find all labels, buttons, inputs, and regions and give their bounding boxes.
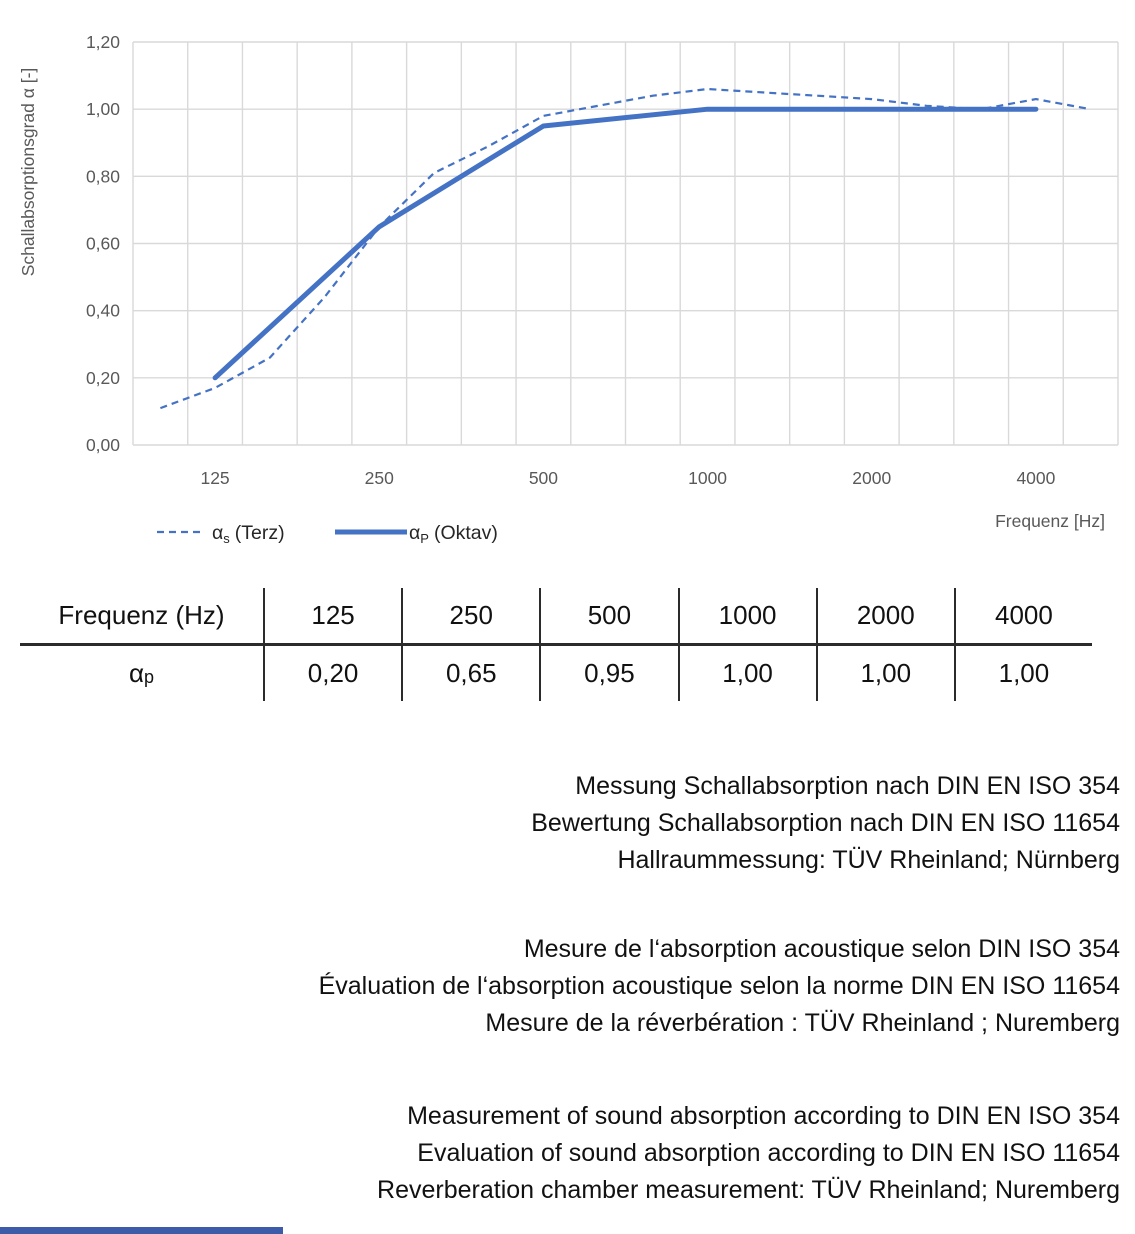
- table-value-500: 0,95: [539, 643, 678, 701]
- paragraph-line: Measurement of sound absorption accordin…: [407, 1102, 1120, 1130]
- footer-accent-bar: [0, 1227, 283, 1234]
- paragraph-german: Messung Schallabsorption nach DIN EN ISO…: [531, 768, 1120, 879]
- y-tick-label: 1,00: [86, 99, 120, 119]
- table-header-2000: 2000: [815, 588, 954, 643]
- paragraph-line: Bewertung Schallabsorption nach DIN EN I…: [531, 809, 1120, 837]
- chart-legend: αs (Terz) αP (Oktav): [157, 522, 498, 546]
- x-tick-label: 4000: [1016, 468, 1055, 488]
- x-tick-label: 250: [365, 468, 394, 488]
- paragraph-line: Messung Schallabsorption nach DIN EN ISO…: [575, 772, 1120, 800]
- paragraph-line: Evaluation of sound absorption according…: [417, 1139, 1120, 1167]
- x-tick-label: 500: [529, 468, 558, 488]
- paragraph-english: Measurement of sound absorption accordin…: [377, 1098, 1120, 1209]
- table-value-2000: 1,00: [815, 643, 954, 701]
- absorption-chart: 0,00 0,20 0,40 0,60 0,80 1,00 1,20 125 250 500 10…: [18, 32, 1119, 546]
- legend-label-oktav: αP (Oktav): [409, 522, 498, 546]
- y-tick-label: 0,40: [86, 301, 120, 321]
- table-header-500: 500: [539, 588, 677, 643]
- table-header-250: 250: [401, 588, 539, 643]
- y-tick-label: 1,20: [86, 32, 120, 52]
- x-tick-label: 1000: [688, 468, 727, 488]
- chart-series: [160, 87, 1091, 410]
- y-tick-label: 0,20: [86, 368, 120, 388]
- chart-y-tick-labels: 0,00 0,20 0,40 0,60 0,80 1,00 1,20: [86, 32, 120, 455]
- series-alpha-p-oktav-line: [212, 106, 1039, 381]
- paragraph-line: Mesure de l‘absorption acoustique selon …: [523, 935, 1120, 963]
- paragraph-line: Reverberation chamber measurement: TÜV R…: [377, 1176, 1120, 1204]
- paragraph-line: Mesure de la réverbération : TÜV Rheinla…: [485, 1009, 1120, 1037]
- y-tick-label: 0,80: [86, 166, 120, 186]
- table-value-250: 0,65: [401, 643, 540, 701]
- paragraph-french: Mesure de l‘absorption acoustique selon …: [319, 931, 1120, 1042]
- absorption-table: Frequenz (Hz) 125 250 500 1000 2000 4000…: [20, 588, 1092, 701]
- y-axis-title: Schallabsorptionsgrad α [-]: [18, 68, 38, 277]
- x-tick-label: 125: [200, 468, 229, 488]
- chart-gridlines: [132, 41, 1119, 446]
- x-tick-label: 2000: [852, 468, 891, 488]
- table-header-1000: 1000: [677, 588, 816, 643]
- table-header-125: 125: [263, 588, 401, 643]
- table-value-1000: 1,00: [677, 643, 816, 701]
- table-value-4000: 1,00: [953, 643, 1092, 701]
- y-tick-label: 0,60: [86, 234, 120, 254]
- legend-label-terz: αs (Terz): [212, 522, 285, 546]
- table-header-frequency: Frequenz (Hz): [58, 600, 225, 630]
- paragraph-line: Évaluation de l‘absorption acoustique se…: [318, 972, 1120, 1000]
- chart-x-tick-labels: 125 250 500 1000 2000 4000: [200, 468, 1055, 488]
- x-axis-title: Frequenz [Hz]: [995, 511, 1105, 531]
- y-tick-label: 0,00: [86, 435, 120, 455]
- table-value-125: 0,20: [263, 643, 402, 701]
- table-header-4000: 4000: [953, 588, 1092, 643]
- paragraph-line: Hallraummessung: TÜV Rheinland; Nürnberg: [617, 846, 1120, 874]
